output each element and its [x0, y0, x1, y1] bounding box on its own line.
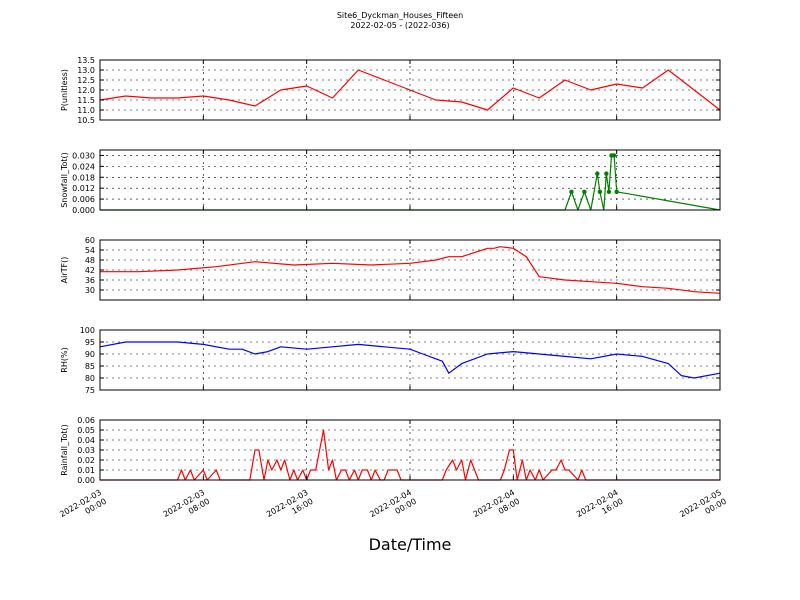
- series-line: [100, 246, 721, 294]
- y-tick-label: 13.5: [77, 56, 95, 65]
- subplot-2: 0.000 0.006 0.012 0.018 0.024 0.030Snowfall_T…: [60, 149, 721, 215]
- y-tick-label: 42: [85, 266, 95, 275]
- y-tick-label: 10.5: [77, 116, 95, 125]
- y-tick-label: 100: [80, 326, 95, 335]
- y-axis-label: Rainfall_Tot(): [60, 424, 69, 476]
- x-tick-label: 2022-02-0300:00: [58, 488, 108, 528]
- y-tick-label: 60: [85, 236, 95, 245]
- y-axis-label: Snowfall_Tot(): [60, 152, 69, 208]
- y-tick-label: 0.018: [72, 173, 95, 182]
- y-tick-label: 0.01: [77, 466, 95, 475]
- y-tick-label: 0.02: [77, 456, 95, 465]
- chart-title: Site6_Dyckman_Houses_Fifteen: [336, 11, 464, 20]
- y-tick-label: 95: [85, 338, 95, 347]
- y-tick-label: 12.0: [77, 86, 95, 95]
- data-point: [611, 153, 617, 158]
- y-tick-label: 48: [85, 256, 95, 265]
- y-tick-label: 90: [85, 350, 95, 359]
- y-tick-label: 0.06: [77, 416, 95, 425]
- y-tick-label: 11.5: [77, 96, 95, 105]
- x-tick-label: 2022-02-0316:00: [265, 488, 315, 528]
- y-tick-label: 0.04: [77, 436, 95, 445]
- subplot-4: 75 80 85 90 95 100 RH(%): [60, 326, 721, 395]
- series-line: [99, 341, 721, 379]
- y-tick-label: 12.5: [77, 76, 95, 85]
- y-tick-label: 0.006: [72, 195, 95, 204]
- y-tick-label: 0.000: [72, 206, 95, 215]
- x-tick-label: 2022-02-0308:00: [162, 488, 212, 528]
- y-tick-label: 0.030: [72, 151, 95, 160]
- subplot-1: 10.511.011.512.012.513.013.5 P(unitless): [60, 56, 721, 125]
- y-tick-label: 0.05: [77, 426, 95, 435]
- chart-subtitle: 2022-02-05 - (2022-036): [350, 21, 450, 30]
- y-tick-label: 0.00: [77, 476, 95, 485]
- x-tick-label: 2022-02-0500:00: [678, 488, 728, 528]
- x-tick-label: 2022-02-0416:00: [575, 488, 625, 528]
- data-point: [606, 189, 612, 195]
- y-tick-label: 30: [85, 286, 95, 295]
- x-tick-label: 2022-02-0400:00: [368, 488, 418, 528]
- y-tick-label: 0.024: [72, 162, 95, 171]
- series-line: [100, 429, 720, 481]
- x-tick-label: 2022-02-0408:00: [472, 488, 522, 528]
- series-line: [99, 69, 721, 111]
- y-tick-label: 36: [85, 276, 95, 285]
- y-axis-label: RH(%): [60, 347, 69, 372]
- y-tick-label: 0.012: [72, 184, 95, 193]
- y-axis-label: P(unitless): [60, 69, 69, 111]
- y-tick-label: 13.0: [77, 66, 95, 75]
- data-point: [595, 171, 600, 176]
- y-tick-label: 80: [85, 374, 95, 383]
- y-axis-label: AirTF(): [60, 257, 69, 284]
- data-point: [604, 171, 609, 176]
- subplot-5: 0.000.010.020.030.040.050.06 Rainfall_Tot…: [60, 416, 721, 485]
- y-tick-label: 85: [85, 362, 95, 371]
- y-tick-label: 11.0: [77, 106, 95, 115]
- data-point: [582, 189, 587, 195]
- x-axis-label: Date/Time: [368, 535, 452, 554]
- data-point: [597, 189, 603, 195]
- y-tick-label: 0.03: [77, 446, 95, 455]
- y-tick-label: 75: [85, 386, 95, 395]
- y-tick-label: 54: [85, 246, 95, 255]
- data-point: [569, 189, 574, 195]
- data-point: [614, 189, 619, 195]
